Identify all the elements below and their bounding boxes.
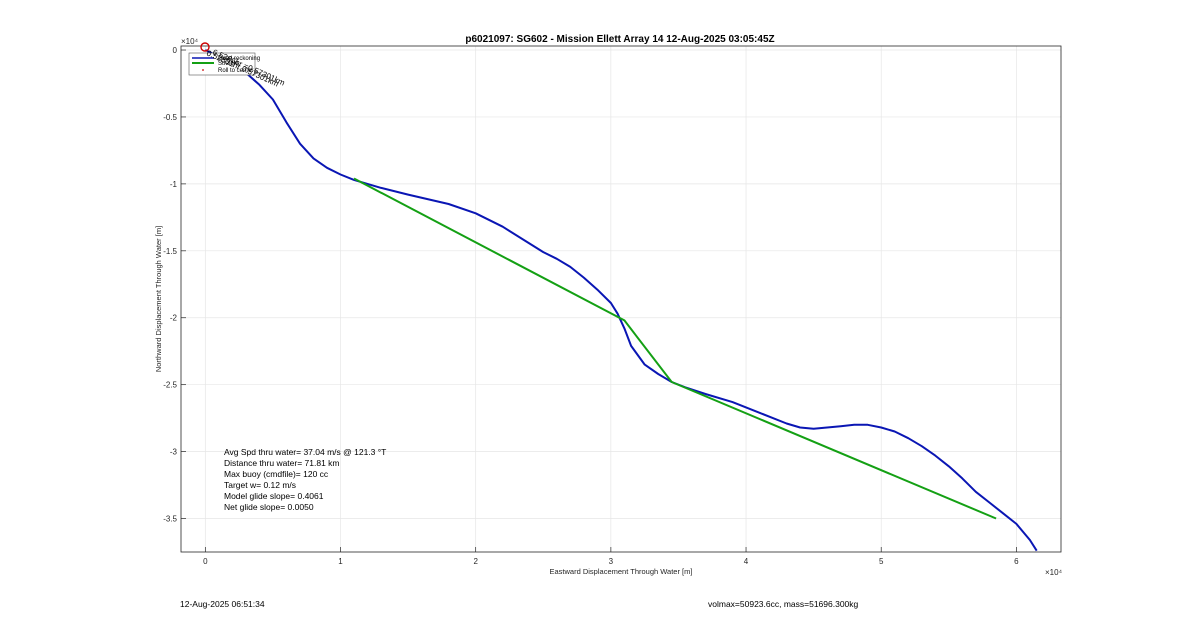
y-tick-label: -0.5 xyxy=(163,113,177,122)
y-tick-label: 0 xyxy=(173,46,178,55)
y-axis-label: Northward Displacement Through Water [m] xyxy=(154,226,163,372)
chart-title: p6021097: SG602 - Mission Ellett Array 1… xyxy=(465,34,774,45)
footer-volmax: volmax=50923.6cc, mass=51696.300kg xyxy=(708,599,859,609)
y-tick-label: -1.5 xyxy=(163,247,177,256)
x-tick-label: 1 xyxy=(338,557,343,566)
grid xyxy=(181,46,1061,552)
x-tick-label: 5 xyxy=(879,557,884,566)
y-tick-label: -2 xyxy=(170,314,178,323)
legend-label-straight: Straight xyxy=(218,61,239,67)
y-tick-label: -3 xyxy=(170,448,178,457)
stats-avg-speed: Avg Spd thru water= 37.04 m/s @ 121.3 °T xyxy=(224,447,386,457)
x-tick-label: 6 xyxy=(1014,557,1019,566)
x-tick-label: 3 xyxy=(609,557,614,566)
legend-label-dead-reckoning: Dead reckoning xyxy=(218,56,260,62)
stats-distance: Distance thru water= 71.81 km xyxy=(224,458,340,468)
plot-area xyxy=(180,45,1062,553)
legend-swatch-roll-to-center xyxy=(202,69,204,71)
y-tick-label: -3.5 xyxy=(163,515,177,524)
stats-box: Avg Spd thru water= 37.04 m/s @ 121.3 °T… xyxy=(224,447,386,512)
stats-model-glide-slope: Model glide slope= 0.4061 xyxy=(224,491,324,501)
x-tick-label: 2 xyxy=(473,557,478,566)
straight-line xyxy=(353,177,997,520)
stats-target-w: Target w= 0.12 m/s xyxy=(224,480,296,490)
y-tick-label: -1 xyxy=(170,180,178,189)
stats-max-buoy: Max buoy (cmdfile)= 120 cc xyxy=(224,469,329,479)
series-lines xyxy=(204,49,1038,552)
y-tick-label: -2.5 xyxy=(163,381,177,390)
x-tick-label: 4 xyxy=(744,557,749,566)
y-exponent: ×10⁴ xyxy=(181,37,199,46)
ticks: 0 1 2 3 4 5 6 0 -0.5 -1 -1.5 -2 -2.5 -3 -3.5 xyxy=(163,46,1019,566)
x-exponent: ×10⁴ xyxy=(1045,568,1063,577)
start-marker xyxy=(200,42,210,52)
x-axis-label: Eastward Displacement Through Water [m] xyxy=(550,567,693,576)
stats-net-glide-slope: Net glide slope= 0.0050 xyxy=(224,502,314,512)
dead-reckoning-line xyxy=(204,49,1038,552)
x-tick-label: 0 xyxy=(203,557,208,566)
footer-date: 12-Aug-2025 06:51:34 xyxy=(180,599,265,609)
legend-label-roll-to-center: Roll to center xyxy=(218,68,253,74)
legend: Dead reckoning Straight Roll to center xyxy=(188,52,260,76)
